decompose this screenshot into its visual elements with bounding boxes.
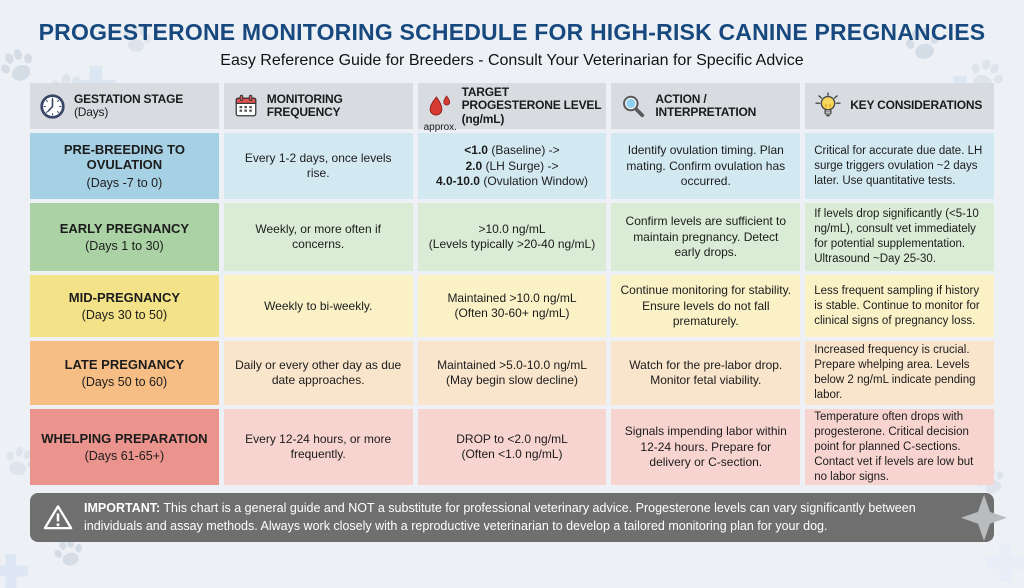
action-cell: Continue monitoring for stability. Ensur… xyxy=(611,275,801,338)
important-note: IMPORTANT: This chart is a general guide… xyxy=(30,493,1007,543)
stage-cell: EARLY PREGNANCY (Days 1 to 30) xyxy=(30,203,219,272)
considerations-cell: Critical for accurate due date. LH surge… xyxy=(805,133,994,200)
stage-name: EARLY PREGNANCY xyxy=(59,220,190,236)
cell-text: Watch for the pre-labor drop. Monitor fe… xyxy=(629,357,783,388)
important-label: IMPORTANT: xyxy=(84,501,161,516)
target-line: <1.0 (Baseline) -> xyxy=(464,143,560,158)
frequency-cell: Weekly, or more often if concerns. xyxy=(223,203,413,272)
stage-days: (Days 1 to 30) xyxy=(85,238,164,253)
magnifier-icon xyxy=(620,93,647,120)
target-lines: Maintained >5.0-10.0 ng/mL (May begin slo… xyxy=(437,358,587,389)
header-label: ACTION / INTERPRETATION xyxy=(655,91,757,120)
target-line: (May begin slow decline) xyxy=(445,373,579,388)
stage-days: (Days 30 to 50) xyxy=(81,307,168,322)
considerations-cell: Increased frequency is crucial. Prepare … xyxy=(805,341,994,406)
stage-name: MID-PREGNANCY xyxy=(68,289,181,305)
cell-text: If levels drop significantly (<5-10 ng/m… xyxy=(814,208,979,266)
header-label: KEY CONSIDERATIONS xyxy=(850,98,983,113)
target-cell: >10.0 ng/mL (Levels typically >20-40 ng/m… xyxy=(417,203,607,272)
page-title: PROGESTERONE MONITORING SCHEDULE FOR HIG… xyxy=(38,19,986,45)
cell-text: Daily or every other day as due date app… xyxy=(235,357,402,388)
target-line: Maintained >5.0-10.0 ng/mL xyxy=(437,357,587,372)
frequency-cell: Every 1-2 days, once levels rise. xyxy=(223,133,413,200)
cell-text: Less frequent sampling if history is sta… xyxy=(814,284,980,327)
target-line: Maintained >10.0 ng/mL xyxy=(447,290,577,305)
target-lines: DROP to <2.0 ng/mL (Often <1.0 ng/mL) xyxy=(456,432,568,463)
cell-text: Temperature often drops with progesteron… xyxy=(814,410,974,483)
action-cell: Confirm levels are sufficient to maintai… xyxy=(611,203,801,272)
target-line: DROP to <2.0 ng/mL xyxy=(456,431,568,446)
header-target-progesterone: approx. TARGET PROGESTERONE LEVEL (ng/mL… xyxy=(417,83,607,133)
cross-icon xyxy=(0,554,28,588)
clock-icon xyxy=(39,93,66,120)
considerations-cell: Less frequent sampling if history is sta… xyxy=(805,275,994,338)
cross-icon xyxy=(986,544,1024,582)
frequency-cell: Weekly to bi-weekly. xyxy=(223,275,413,338)
stage-name: LATE PREGNANCY xyxy=(64,356,185,372)
cell-text: Critical for accurate due date. LH surge… xyxy=(814,144,983,187)
target-line: (Often 30-60+ ng/mL) xyxy=(454,306,570,321)
action-cell: Identify ovulation timing. Plan mating. … xyxy=(611,133,801,200)
cell-text: Every 12-24 hours, or more frequently. xyxy=(245,431,392,462)
header-label: MONITORING FREQUENCY xyxy=(266,91,343,120)
approx-caption: approx. xyxy=(423,122,457,134)
header-key-considerations: KEY CONSIDERATIONS xyxy=(805,83,994,130)
stage-name: PRE-BREEDING TO OVULATION xyxy=(63,141,185,173)
stage-name: WHELPING PREPARATION xyxy=(41,430,208,446)
header-action-interpretation: ACTION / INTERPRETATION xyxy=(611,83,801,130)
action-cell: Signals impending labor within 12-24 hou… xyxy=(611,409,801,486)
lightbulb-icon xyxy=(814,92,842,120)
target-lines: >10.0 ng/mL (Levels typically >20-40 ng/m… xyxy=(429,222,595,253)
stage-cell: WHELPING PREPARATION (Days 61-65+) xyxy=(30,409,219,486)
header-label: TARGET PROGESTERONE LEVEL (ng/mL) xyxy=(461,84,602,127)
cell-text: Confirm levels are sufficient to maintai… xyxy=(625,214,787,259)
warning-triangle-icon xyxy=(43,503,73,533)
blood-drop-icon: approx. xyxy=(424,93,457,133)
header-label: GESTATION STAGE (Days) xyxy=(74,91,184,120)
important-body: This chart is a general guide and NOT a … xyxy=(84,501,916,533)
cell-text: Weekly, or more often if concerns. xyxy=(255,221,381,252)
cell-text: Weekly to bi-weekly. xyxy=(264,298,373,313)
frequency-cell: Daily or every other day as due date app… xyxy=(223,341,413,406)
target-cell: Maintained >5.0-10.0 ng/mL (May begin slo… xyxy=(417,341,607,406)
target-cell: DROP to <2.0 ng/mL (Often <1.0 ng/mL) xyxy=(417,409,607,486)
stage-days: (Days 50 to 60) xyxy=(81,374,168,389)
target-cell: Maintained >10.0 ng/mL (Often 30-60+ ng/m… xyxy=(417,275,607,338)
stage-cell: LATE PREGNANCY (Days 50 to 60) xyxy=(30,341,219,406)
header-gestation-stage: GESTATION STAGE (Days) xyxy=(30,83,219,130)
target-lines: <1.0 (Baseline) -> 2.0 (LH Surge) -> 4.0-1… xyxy=(436,143,588,189)
target-cell: <1.0 (Baseline) -> 2.0 (LH Surge) -> 4.0-1… xyxy=(417,133,607,200)
frequency-cell: Every 12-24 hours, or more frequently. xyxy=(223,409,413,486)
cell-text: Continue monitoring for stability. Ensur… xyxy=(620,283,792,328)
target-line: (Levels typically >20-40 ng/mL) xyxy=(428,237,596,252)
target-lines: Maintained >10.0 ng/mL (Often 30-60+ ng/m… xyxy=(447,291,576,322)
stage-days: (Days 61-65+) xyxy=(84,448,165,463)
target-line: 4.0-10.0 (Ovulation Window) xyxy=(435,173,589,188)
header-monitoring-frequency: MONITORING FREQUENCY xyxy=(223,83,413,130)
cell-text: Identify ovulation timing. Plan mating. … xyxy=(626,143,786,188)
page-subtitle: Easy Reference Guide for Breeders - Cons… xyxy=(220,52,804,70)
target-line: 2.0 (LH Surge) -> xyxy=(465,158,559,173)
target-line: >10.0 ng/mL xyxy=(478,221,546,236)
schedule-table: GESTATION STAGE (Days) MONITORING FREQUE… xyxy=(30,83,994,486)
action-cell: Watch for the pre-labor drop. Monitor fe… xyxy=(611,341,801,406)
stage-cell: PRE-BREEDING TO OVULATION (Days -7 to 0) xyxy=(30,133,219,200)
considerations-cell: Temperature often drops with progesteron… xyxy=(805,409,994,486)
important-text: IMPORTANT: This chart is a general guide… xyxy=(84,500,948,535)
cell-text: Increased frequency is crucial. Prepare … xyxy=(814,344,976,402)
stage-days: (Days -7 to 0) xyxy=(86,175,163,190)
cell-text: Signals impending labor within 12-24 hou… xyxy=(624,424,787,469)
considerations-cell: If levels drop significantly (<5-10 ng/m… xyxy=(805,203,994,272)
cell-text: Every 1-2 days, once levels rise. xyxy=(244,150,392,181)
target-line: (Often <1.0 ng/mL) xyxy=(461,447,563,462)
stage-cell: MID-PREGNANCY (Days 30 to 50) xyxy=(30,275,219,338)
calendar-icon xyxy=(233,93,259,119)
sparkle-diamond-icon xyxy=(961,494,1007,541)
